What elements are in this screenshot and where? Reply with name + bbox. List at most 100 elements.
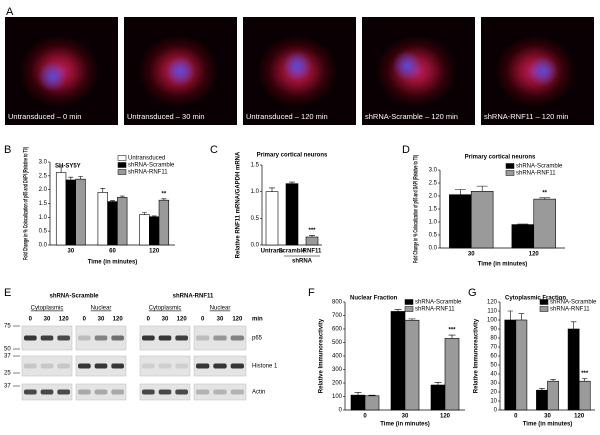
blot-band xyxy=(78,335,91,341)
legend-swatch xyxy=(117,155,127,161)
y-tick-label: 2.0 xyxy=(429,194,438,200)
blot-time: 0 xyxy=(201,317,205,323)
y-tick-label: 120 xyxy=(487,300,498,306)
x-tick-label: 30 xyxy=(67,249,74,255)
bar xyxy=(504,319,517,411)
legend-label: Untransduced xyxy=(128,156,165,162)
y-tick-label: 0.0 xyxy=(251,243,260,249)
blot-time: 0 xyxy=(83,317,87,323)
chart-title: Cytoplasmic Fraction xyxy=(505,296,566,302)
legend-swatch xyxy=(539,299,549,305)
y-tick-label: 100 xyxy=(332,394,343,400)
x-tick-label: 120 xyxy=(574,414,585,420)
blot-time: 0 xyxy=(29,317,33,323)
y-tick-label: 3.0 xyxy=(39,160,48,166)
image-caption: shRNA-Scramble – 120 min xyxy=(365,112,458,121)
bar xyxy=(547,380,559,411)
panel-letter: D xyxy=(402,144,410,156)
error-bar xyxy=(517,223,529,225)
legend-label: shRNA-RNF11 xyxy=(415,307,455,313)
blot-strip xyxy=(21,355,73,377)
bar xyxy=(449,194,472,249)
significance: *** xyxy=(308,228,316,234)
blot-time: 120 xyxy=(177,317,188,323)
bar xyxy=(139,214,150,246)
error-bar xyxy=(68,176,74,180)
blot-band xyxy=(230,335,244,341)
error-bar xyxy=(269,187,275,192)
blot-marker: 37 xyxy=(4,384,11,390)
x-tick-label: 120 xyxy=(149,249,160,255)
error-bar xyxy=(151,215,157,217)
error-bar xyxy=(539,388,545,391)
chart-title: Primary cortical neurons xyxy=(257,153,328,159)
blot-band xyxy=(158,389,172,395)
blot-group: shRNA-Scramble xyxy=(49,294,99,300)
blot-protein: p65 xyxy=(252,336,263,342)
blot-band xyxy=(175,389,188,395)
error-bar xyxy=(110,200,115,202)
y-tick-label: 200 xyxy=(332,381,343,387)
bar xyxy=(511,224,535,249)
error-bar xyxy=(78,176,83,180)
significance: ** xyxy=(542,190,547,196)
blot-band xyxy=(196,363,210,369)
y-tick-label: 0.5 xyxy=(251,216,260,222)
blot-band xyxy=(111,363,124,369)
blot-strip xyxy=(139,355,191,377)
y-tick-label: 80 xyxy=(490,336,497,342)
legend-swatch xyxy=(404,299,414,305)
error-bar xyxy=(507,310,514,320)
y-tick-label: 0.0 xyxy=(39,243,48,249)
blot-band xyxy=(142,335,155,341)
blot-time: 30 xyxy=(217,317,224,323)
bar xyxy=(444,338,460,411)
blot-fraction: Cytoplasmic xyxy=(31,306,64,312)
error-bar xyxy=(58,166,64,173)
bar xyxy=(55,172,67,246)
blot-band xyxy=(57,389,70,395)
bar xyxy=(470,191,494,249)
bar xyxy=(404,319,420,411)
nucleus xyxy=(165,55,196,87)
error-bar xyxy=(309,235,315,237)
significance: ** xyxy=(162,191,167,197)
blot-band xyxy=(24,363,37,369)
legend-swatch xyxy=(404,306,414,312)
blot-band xyxy=(213,335,227,341)
bar xyxy=(107,201,118,246)
legend-swatch xyxy=(539,306,549,312)
blot-band xyxy=(57,335,70,341)
significance: *** xyxy=(581,371,589,377)
y-axis-label: Relative Immunoreactivity xyxy=(474,318,480,393)
y-tick-label: 0.5 xyxy=(429,233,438,239)
blot-band xyxy=(175,335,188,341)
blot-time: 120 xyxy=(113,317,124,323)
y-tick-label: 700 xyxy=(332,313,343,319)
blot-fraction: Nuclear xyxy=(91,306,112,312)
y-tick-label: 10 xyxy=(490,399,497,405)
bar xyxy=(305,236,319,246)
blot-band xyxy=(40,389,54,395)
blot-marker: 50 xyxy=(4,347,11,353)
chart-title: Nuclear Fraction xyxy=(350,296,398,302)
chart-title: SH-SY5Y xyxy=(55,164,81,170)
blot-marker: 25 xyxy=(4,371,11,377)
blot-time: 0 xyxy=(147,317,151,323)
legend-label: shRNA-RNF11 xyxy=(516,171,556,177)
blot-strip xyxy=(193,383,247,401)
blot-time: 120 xyxy=(232,317,243,323)
error-bar xyxy=(539,197,551,200)
x-tick-label: 30 xyxy=(468,252,475,258)
image-caption: shRNA-RNF11 – 120 min xyxy=(484,112,568,121)
group-label: shRNA xyxy=(292,259,313,265)
panel-letter: A xyxy=(6,6,14,18)
y-tick-label: 1.5 xyxy=(251,163,260,169)
panel-letter: E xyxy=(4,287,11,299)
error-bar xyxy=(368,394,376,396)
bar xyxy=(515,319,528,411)
y-tick-label: 90 xyxy=(490,327,497,333)
legend-label: shRNA-Scramble xyxy=(550,300,597,306)
nucleus xyxy=(528,55,558,87)
